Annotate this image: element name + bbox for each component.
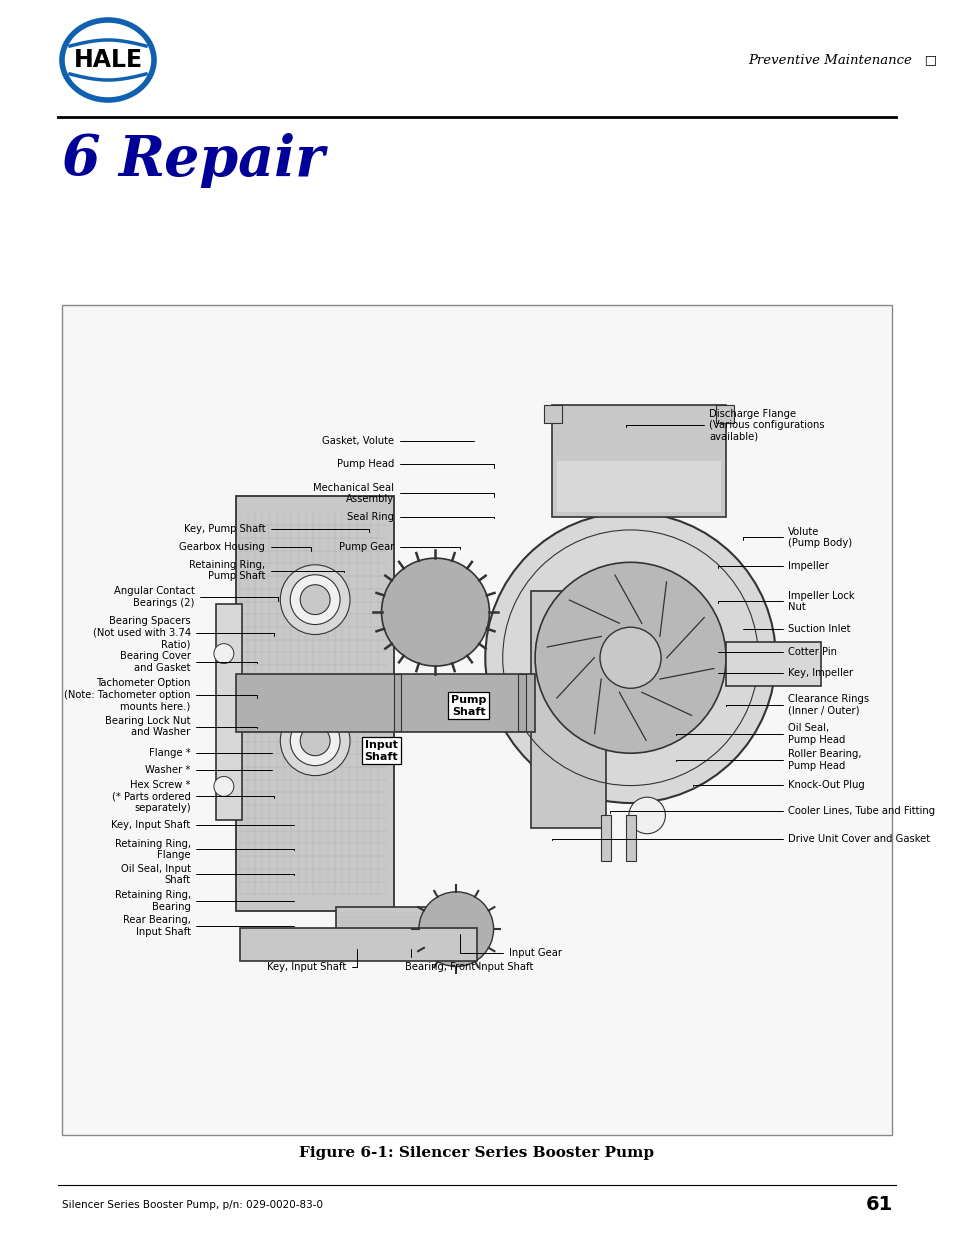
Circle shape: [280, 564, 350, 635]
Text: Impeller Lock
Nut: Impeller Lock Nut: [717, 590, 854, 613]
Text: Preventive Maintenance   □: Preventive Maintenance □: [747, 53, 936, 67]
Circle shape: [418, 892, 493, 967]
Bar: [394, 674, 401, 731]
Text: Figure 6-1: Silencer Series Booster Pump: Figure 6-1: Silencer Series Booster Pump: [299, 1146, 654, 1160]
Text: Silencer Series Booster Pump, p/n: 029-0020-83-0: Silencer Series Booster Pump, p/n: 029-0…: [62, 1200, 323, 1210]
Text: Knock-Out Plug: Knock-Out Plug: [692, 779, 864, 789]
Text: Pump Head: Pump Head: [336, 459, 493, 469]
Text: Pump Gear: Pump Gear: [338, 542, 460, 552]
Circle shape: [213, 777, 233, 797]
Text: Suction Inlet: Suction Inlet: [741, 624, 850, 634]
Text: Flange *: Flange *: [149, 748, 273, 758]
Text: Oil Seal,
Pump Head: Oil Seal, Pump Head: [676, 724, 844, 745]
Text: Impeller: Impeller: [717, 562, 828, 572]
Bar: [543, 405, 561, 422]
Bar: [626, 815, 636, 861]
Circle shape: [599, 627, 660, 688]
Text: Oil Seal, Input
Shaft: Oil Seal, Input Shaft: [120, 863, 294, 885]
Circle shape: [213, 643, 233, 663]
Circle shape: [535, 562, 725, 753]
Text: Bearing Lock Nut
and Washer: Bearing Lock Nut and Washer: [105, 716, 256, 737]
Text: Mechanical Seal
Assembly: Mechanical Seal Assembly: [313, 483, 493, 504]
Bar: [62, 305, 891, 1135]
Bar: [601, 815, 611, 861]
Text: Washer *: Washer *: [145, 764, 273, 774]
Text: Roller Bearing,
Pump Head: Roller Bearing, Pump Head: [676, 750, 861, 771]
Text: Angular Contact
Bearings (2): Angular Contact Bearings (2): [113, 587, 277, 608]
Bar: [557, 461, 720, 511]
Text: Drive Unit Cover and Gasket: Drive Unit Cover and Gasket: [551, 834, 929, 844]
Text: Key, Pump Shaft: Key, Pump Shaft: [184, 524, 369, 534]
Text: Retaining Ring,
Flange: Retaining Ring, Flange: [114, 839, 294, 861]
Text: Seal Ring: Seal Ring: [347, 511, 493, 521]
Text: Input
Shaft: Input Shaft: [364, 740, 398, 762]
Bar: [531, 592, 605, 827]
Bar: [551, 405, 725, 516]
Text: Cooler Lines, Tube and Fitting: Cooler Lines, Tube and Fitting: [609, 806, 934, 816]
Text: Volute
(Pump Body): Volute (Pump Body): [741, 526, 851, 548]
Text: Repair: Repair: [118, 132, 324, 188]
Text: Gasket, Volute: Gasket, Volute: [321, 436, 474, 446]
Circle shape: [290, 574, 339, 625]
Text: Bearing Cover
and Gasket: Bearing Cover and Gasket: [119, 651, 256, 673]
Circle shape: [628, 797, 664, 834]
Bar: [236, 496, 394, 911]
Text: Cotter Pin: Cotter Pin: [717, 647, 837, 657]
Text: Key, Impeller: Key, Impeller: [717, 668, 853, 678]
Text: Retaining Ring,
Pump Shaft: Retaining Ring, Pump Shaft: [189, 559, 344, 582]
Bar: [725, 641, 821, 685]
Text: Bearing Spacers
(Not used with 3.74
Ratio): Bearing Spacers (Not used with 3.74 Rati…: [92, 616, 274, 650]
Text: 61: 61: [864, 1195, 892, 1214]
Circle shape: [300, 584, 330, 615]
Circle shape: [300, 726, 330, 756]
Text: Retaining Ring,
Bearing: Retaining Ring, Bearing: [114, 890, 294, 911]
Circle shape: [485, 513, 775, 803]
Text: Tachometer Option
(Note: Tachometer option
mounts here.): Tachometer Option (Note: Tachometer opti…: [64, 678, 256, 711]
Text: Discharge Flange
(Various configurations
available): Discharge Flange (Various configurations…: [626, 409, 824, 442]
Text: Hex Screw *
(* Parts ordered
separately): Hex Screw * (* Parts ordered separately): [112, 779, 274, 813]
Bar: [335, 906, 464, 948]
Bar: [236, 674, 535, 732]
Text: Bearing, Front Input Shaft: Bearing, Front Input Shaft: [404, 948, 533, 972]
Circle shape: [290, 716, 339, 766]
Bar: [215, 604, 242, 820]
Text: Gearbox Housing: Gearbox Housing: [179, 542, 311, 552]
Text: Rear Bearing,
Input Shaft: Rear Bearing, Input Shaft: [123, 915, 294, 936]
Text: Pump
Shaft: Pump Shaft: [451, 695, 486, 716]
Bar: [240, 927, 476, 961]
Text: Key, Input Shaft: Key, Input Shaft: [267, 948, 356, 972]
Bar: [716, 405, 733, 422]
Circle shape: [381, 558, 489, 666]
Text: Input Gear: Input Gear: [460, 935, 561, 958]
Text: HALE: HALE: [73, 48, 142, 72]
Text: 6: 6: [62, 132, 100, 188]
Text: Key, Input Shaft: Key, Input Shaft: [112, 820, 294, 830]
Text: Clearance Rings
(Inner / Outer): Clearance Rings (Inner / Outer): [725, 694, 868, 716]
Circle shape: [280, 706, 350, 776]
Bar: [518, 674, 525, 731]
